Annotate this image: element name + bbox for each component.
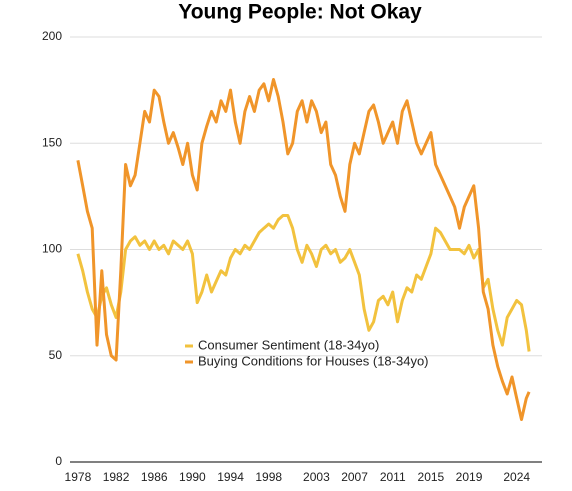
x-tick-label: 1978 (65, 470, 92, 484)
y-tick-label: 100 (42, 242, 62, 256)
x-tick-label: 2019 (456, 470, 483, 484)
x-tick-label: 2024 (503, 470, 530, 484)
x-tick-label: 2011 (380, 470, 406, 484)
x-tick-label: 1998 (255, 470, 282, 484)
x-tick-label: 1986 (141, 470, 168, 484)
chart-title: Young People: Not Okay (178, 1, 422, 24)
x-tick-label: 1990 (179, 470, 206, 484)
legend-label: Buying Conditions for Houses (18-34yo) (198, 353, 429, 368)
x-tick-label: 1982 (103, 470, 130, 484)
x-tick-label: 2003 (303, 470, 330, 484)
y-tick-label: 50 (49, 348, 63, 362)
x-tick-label: 1994 (217, 470, 244, 484)
y-tick-label: 150 (42, 135, 62, 149)
legend-label: Consumer Sentiment (18-34yo) (198, 337, 379, 352)
y-tick-label: 200 (42, 29, 62, 43)
series-line (76, 214, 531, 352)
x-tick-label: 2015 (418, 470, 445, 484)
x-tick-label: 2007 (341, 470, 368, 484)
series-line (76, 78, 531, 421)
y-tick-label: 0 (55, 454, 62, 468)
